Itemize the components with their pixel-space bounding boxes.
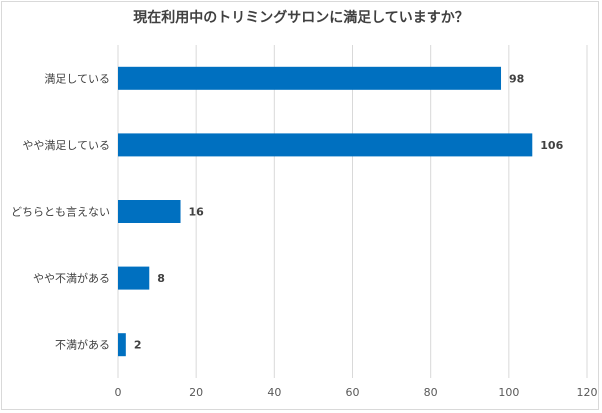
- data-label: 106: [540, 139, 563, 152]
- bar-2: [118, 133, 533, 157]
- category-label: 不満がある: [55, 338, 110, 352]
- bar-1: [118, 66, 502, 90]
- bar-3: [118, 200, 181, 223]
- data-label: 16: [189, 206, 205, 219]
- x-tick-label: 60: [346, 386, 360, 399]
- x-tick-label: 100: [498, 386, 519, 399]
- gridlines: [117, 45, 588, 378]
- labels: 0 20 40 60 80 100 120 満足している 98 やや満足している 106 どちらとも言…: [11, 72, 598, 399]
- data-label: 8: [157, 272, 165, 285]
- x-tick-label: 40: [267, 386, 281, 399]
- x-tick-label: 120: [577, 386, 598, 399]
- bars: [118, 66, 533, 357]
- data-label: 2: [134, 339, 142, 352]
- x-tick-label: 20: [189, 386, 203, 399]
- data-label: 98: [509, 72, 524, 85]
- category-label: やや満足している: [22, 139, 110, 152]
- category-label: やや不満がある: [33, 271, 110, 285]
- bar-5: [118, 333, 126, 357]
- x-tick-label: 0: [115, 386, 122, 399]
- category-label: 満足している: [44, 72, 110, 85]
- category-label: どちらとも言えない: [11, 206, 110, 219]
- chart-title: 現在利用中のトリミングサロンに満足していますか？: [133, 9, 469, 26]
- x-tick-label: 80: [424, 386, 438, 399]
- bar-4: [118, 266, 150, 290]
